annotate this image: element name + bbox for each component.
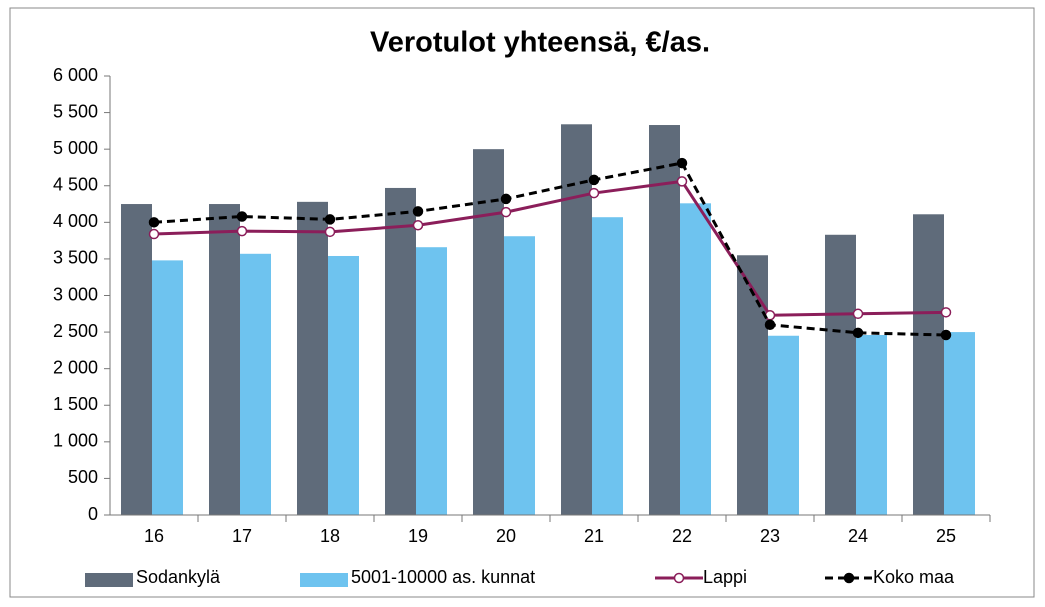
bar [561,124,592,515]
bar [944,332,975,515]
legend-label: Koko maa [873,567,955,587]
y-tick-label: 500 [68,467,98,487]
x-tick-label: 18 [320,526,340,546]
line [153,161,947,337]
legend-label: Sodankylä [136,567,221,587]
y-tick-label: 1 000 [53,431,98,451]
legend-label: 5001-10000 as. kunnat [351,567,535,587]
bar [504,236,535,516]
legend-marker [843,572,855,584]
bar [328,255,359,516]
chart-title: Verotulot yhteensä, €/as. [370,27,710,59]
bar [385,187,416,515]
marker [324,226,336,238]
line [153,179,947,317]
bar [121,204,152,515]
bar [209,204,240,515]
legend-label: Lappi [703,567,747,587]
legend-marker [673,572,685,584]
bar [297,201,328,515]
marker [852,308,864,320]
marker [940,329,952,341]
y-tick-label: 5 500 [53,101,98,121]
marker [236,211,248,222]
marker [588,187,600,199]
y-tick-label: 5 000 [53,138,98,158]
bar [416,247,447,515]
bar [856,335,887,515]
x-tick-label: 24 [848,526,868,546]
bar [680,203,711,515]
x-tick-label: 17 [232,526,252,546]
y-tick-label: 4 500 [53,175,98,195]
marker [676,157,688,169]
marker [236,225,248,237]
y-tick-label: 2 500 [53,321,98,341]
marker [764,310,776,321]
x-tick-label: 19 [408,526,428,546]
y-tick-label: 0 [88,504,98,524]
x-tick-label: 21 [584,526,604,546]
bar [825,234,856,515]
y-tick-label: 1 500 [53,394,98,414]
bar [913,214,944,515]
marker [324,214,336,225]
marker [412,206,424,217]
marker [852,327,864,339]
x-tick-label: 22 [672,526,692,546]
marker [588,174,600,186]
bar [152,260,183,515]
marker [500,193,512,205]
marker [940,307,952,318]
x-tick-label: 25 [936,526,956,546]
marker [412,220,424,231]
bar [240,253,271,516]
x-tick-label: 20 [496,526,516,546]
x-tick-label: 23 [760,526,780,546]
y-tick-label: 3 500 [53,248,98,268]
bar [473,149,504,515]
y-tick-label: 6 000 [53,65,98,85]
bar [649,125,680,515]
bar [592,217,623,515]
y-tick-label: 4 000 [53,211,98,231]
marker [676,176,688,187]
bar [737,255,768,515]
y-tick-label: 3 000 [53,284,98,304]
marker [148,228,160,240]
marker [500,206,512,218]
marker [764,319,776,331]
marker [148,217,160,228]
legend-swatch [300,573,348,587]
bar [768,335,799,515]
y-tick-label: 2 000 [53,357,98,377]
x-tick-label: 16 [144,526,164,546]
legend-swatch [85,573,133,587]
